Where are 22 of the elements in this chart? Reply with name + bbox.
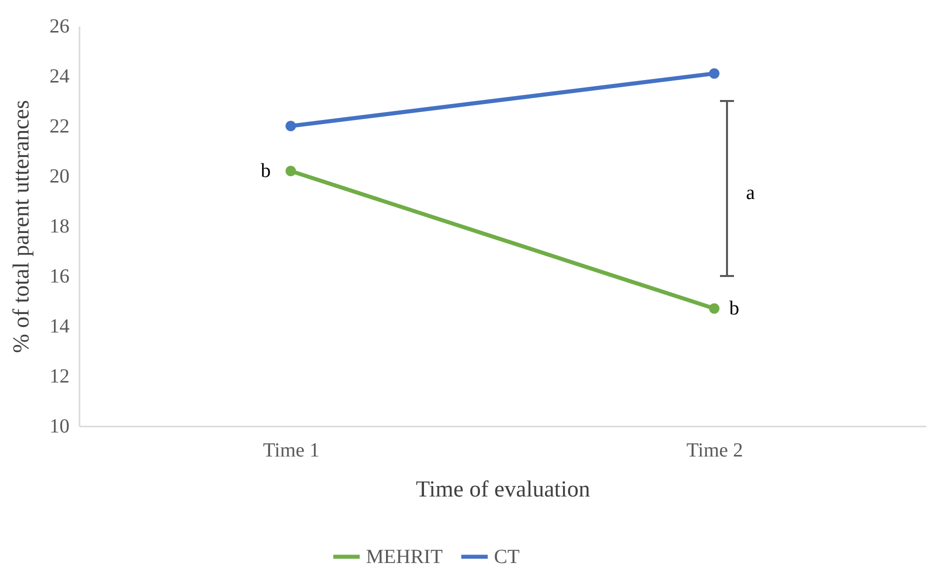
annotation: b bbox=[260, 160, 271, 182]
y-tick-label: 24 bbox=[50, 66, 70, 88]
y-tick-label: 18 bbox=[50, 216, 70, 238]
y-tick-label: 16 bbox=[50, 266, 70, 288]
y-tick-label: 14 bbox=[50, 316, 70, 338]
y-tick-label: 26 bbox=[50, 16, 70, 38]
point bbox=[286, 166, 296, 176]
legend-label: MEHRIT bbox=[366, 546, 443, 568]
y-tick-label: 10 bbox=[50, 416, 70, 438]
annotation: a bbox=[746, 182, 755, 204]
y-tick-label: 22 bbox=[50, 116, 70, 138]
y-axis-title: % of total parent utterances bbox=[8, 100, 34, 353]
point bbox=[709, 303, 720, 314]
point bbox=[286, 120, 296, 132]
x-tick-label: Time 1 bbox=[262, 440, 320, 462]
annotation: b bbox=[729, 298, 740, 320]
x-tick-label: Time 2 bbox=[686, 440, 744, 462]
x-axis-title: Time of evaluation bbox=[416, 476, 591, 502]
point bbox=[709, 68, 720, 79]
y-tick-label: 12 bbox=[50, 366, 70, 388]
legend-label: CT bbox=[494, 546, 520, 568]
y-tick-label: 20 bbox=[50, 166, 70, 188]
